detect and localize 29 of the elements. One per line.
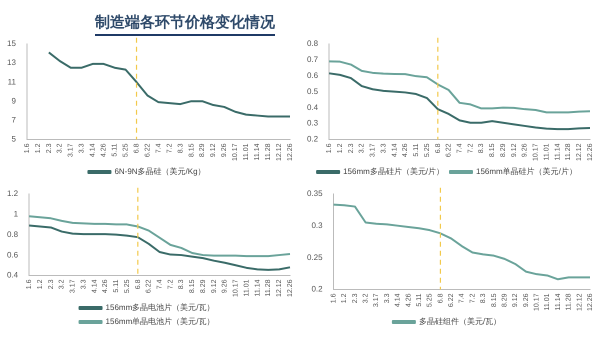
legend-label: 多晶硅组件（美元/瓦） <box>418 317 502 326</box>
y-tick-label: 0.2 <box>311 284 324 294</box>
legend-label: 156mm单晶电池片（美元/瓦） <box>106 317 214 326</box>
y-tick-label: 15 <box>6 39 16 48</box>
y-tick-label: 11 <box>8 77 16 86</box>
legend-label: 156mm多晶电池片（美元/瓦） <box>106 303 214 312</box>
chart-title: 制造端各环节价格变化情况 <box>95 13 275 36</box>
y-tick-label: 0.6 <box>6 250 19 260</box>
legend-label: 156mm多晶硅片（美元/片） <box>343 167 444 176</box>
legend-label: 156mm单晶硅片（美元/片） <box>476 167 577 176</box>
legend-label: 6N-9N多晶硅（美元/Kg） <box>114 167 206 176</box>
y-tick-label: 0.3 <box>311 220 324 230</box>
y-tick-label: 0.5 <box>306 86 319 96</box>
y-tick-label: 13 <box>6 58 16 68</box>
y-tick-label: 1.2 <box>6 189 19 198</box>
y-tick-label: 5 <box>11 134 16 144</box>
y-tick-label: 0.4 <box>306 102 319 112</box>
y-tick-label: 9 <box>11 96 16 106</box>
y-tick-label: 1 <box>14 209 19 218</box>
y-tick-label: 0.8 <box>306 39 319 48</box>
y-tick-label: 0.4 <box>6 270 19 280</box>
y-tick-label: 0.7 <box>306 54 319 64</box>
y-tick-label: 0.3 <box>306 118 319 128</box>
y-tick-label: 0.35 <box>306 189 324 198</box>
y-tick-label: 0.6 <box>306 70 319 80</box>
y-tick-label: 7 <box>11 116 16 125</box>
y-tick-label: 0.25 <box>306 252 324 262</box>
y-tick-label: 0.2 <box>306 134 319 144</box>
y-tick-label: 0.8 <box>6 230 19 239</box>
